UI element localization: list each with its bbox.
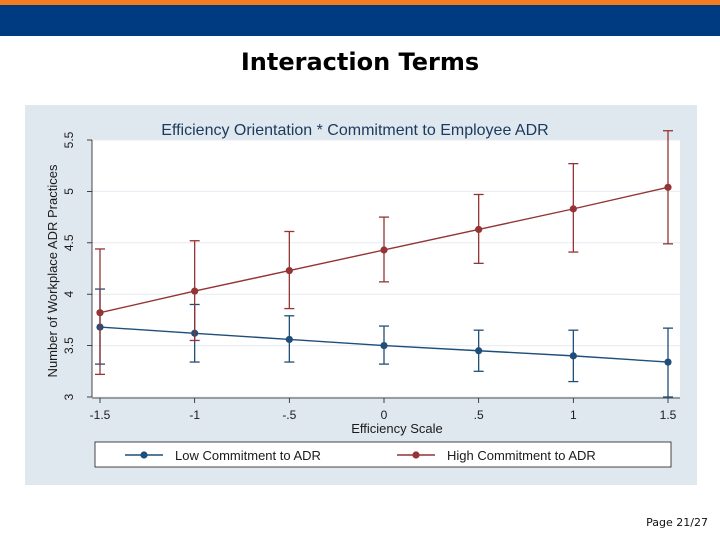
legend-marker-low <box>140 451 148 459</box>
y-axis: 3 3.5 4 4.5 5 5.5 <box>62 131 93 400</box>
y-tick-label: 5 <box>62 188 76 195</box>
chart-title: Efficiency Orientation * Commitment to E… <box>161 122 548 139</box>
x-tick-label: -.5 <box>282 408 296 422</box>
page-number: Page 21/27 <box>646 516 708 529</box>
data-point-low <box>664 358 672 366</box>
data-point-high <box>569 205 577 213</box>
x-tick-label: -1 <box>189 408 200 422</box>
plot-area <box>92 140 680 398</box>
x-tick-label: -1.5 <box>90 408 111 422</box>
x-tick-label: 1 <box>570 408 577 422</box>
legend <box>94 441 672 468</box>
data-point-high <box>96 309 104 317</box>
x-tick-label: 1.5 <box>660 408 677 422</box>
y-tick-label: 5.5 <box>62 131 76 148</box>
data-point-high <box>285 266 293 275</box>
y-tick-label: 4 <box>62 291 76 298</box>
x-axis-label: Efficiency Scale <box>351 421 443 436</box>
x-tick-label: 0 <box>381 408 388 422</box>
header-accent-stripe <box>0 0 720 5</box>
data-point-low <box>380 342 388 350</box>
series-layer <box>95 130 673 398</box>
data-point-low <box>569 352 577 360</box>
chart-container: Efficiency Orientation * Commitment to E… <box>25 105 697 485</box>
chart-svg: Efficiency Orientation * Commitment to E… <box>25 105 697 485</box>
x-tick-label: .5 <box>474 408 484 422</box>
data-point-low <box>475 347 483 355</box>
header-bar <box>0 5 720 36</box>
data-point-high <box>475 225 483 234</box>
grid <box>92 139 680 398</box>
y-tick-label: 4.5 <box>62 234 76 251</box>
legend-label-high: High Commitment to ADR <box>447 448 596 463</box>
data-point-high <box>380 246 388 254</box>
data-point-low <box>285 335 293 344</box>
data-point-high <box>664 183 672 191</box>
y-axis-label: Number of Workplace ADR Practices <box>45 164 60 377</box>
data-point-high <box>191 287 199 295</box>
slide-title: Interaction Terms <box>240 48 480 76</box>
legend-label-low: Low Commitment to ADR <box>175 448 321 463</box>
x-axis: -1.5 -1 -.5 0 .5 1 1.5 <box>90 397 680 422</box>
y-tick-label: 3 <box>62 393 76 400</box>
legend-marker-high <box>412 451 420 459</box>
legend-items: Low Commitment to ADR High Commitment to … <box>125 448 596 463</box>
y-tick-label: 3.5 <box>62 337 76 354</box>
